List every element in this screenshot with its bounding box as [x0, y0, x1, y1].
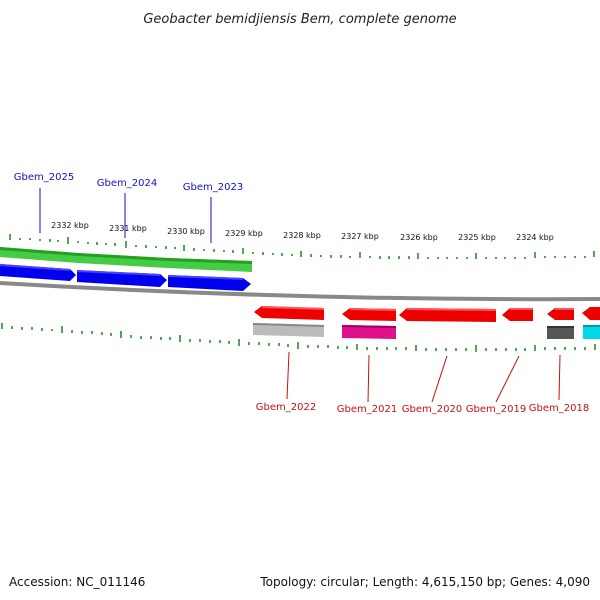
kbp-scale: 2332 kbp 2331 kbp 2330 kbp 2329 kbp 2328… — [51, 221, 554, 242]
genome-backbone — [0, 281, 600, 302]
page-title: Geobacter bemidjiensis Bem, complete gen… — [143, 12, 456, 27]
gene-arrow-partial[interactable] — [582, 307, 600, 320]
accession-text: Accession: NC_011146 — [9, 575, 145, 589]
gene-arrow-gbem-2018[interactable] — [547, 308, 574, 320]
bottom-gene-labels: Gbem_2022 Gbem_2021 Gbem_2020 Gbem_2019 … — [256, 351, 589, 415]
gene-label[interactable]: Gbem_2021 — [337, 404, 397, 415]
gene-arrow-gbem-2021[interactable] — [342, 308, 396, 321]
gene-arrow-gbem-2020[interactable] — [399, 308, 496, 322]
gene-label[interactable]: Gbem_2022 — [256, 402, 316, 413]
gene-label[interactable]: Gbem_2020 — [402, 404, 462, 415]
reverse-feature-blocks — [253, 323, 600, 339]
topology-text: Topology: circular; Length: 4,615,150 bp… — [259, 575, 590, 589]
kbp-label: 2325 kbp — [458, 233, 496, 242]
kbp-label: 2327 kbp — [341, 232, 379, 241]
upper-tick-ruler — [9, 234, 595, 259]
top-gene-labels: Gbem_2025 Gbem_2024 Gbem_2023 — [14, 172, 243, 243]
gene-label[interactable]: Gbem_2025 — [14, 172, 74, 183]
kbp-label: 2328 kbp — [283, 231, 321, 240]
kbp-label: 2329 kbp — [225, 229, 263, 238]
kbp-label: 2332 kbp — [51, 221, 89, 230]
gene-label[interactable]: Gbem_2023 — [183, 182, 243, 193]
lower-tick-ruler — [1, 323, 596, 352]
kbp-label: 2324 kbp — [516, 233, 554, 242]
gene-label[interactable]: Gbem_2019 — [466, 404, 526, 415]
kbp-label: 2326 kbp — [400, 233, 438, 242]
reverse-gene-arrows — [254, 306, 600, 322]
kbp-label: 2330 kbp — [167, 227, 205, 236]
kbp-label: 2331 kbp — [109, 224, 147, 233]
gene-arrow-gbem-2019[interactable] — [502, 308, 533, 321]
gene-label[interactable]: Gbem_2024 — [97, 178, 157, 189]
gene-arrow-gbem-2022[interactable] — [254, 306, 324, 320]
gene-label[interactable]: Gbem_2018 — [529, 403, 589, 414]
forward-gene-arrows — [0, 264, 251, 291]
forward-feature-band — [0, 247, 252, 272]
